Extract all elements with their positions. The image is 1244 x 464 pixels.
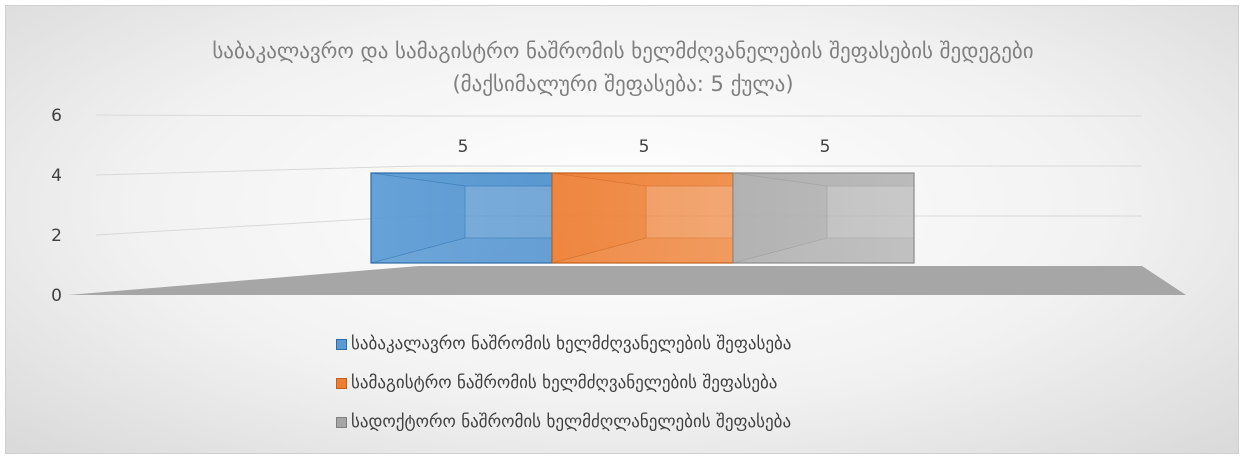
legend-item-bachelor: საბაკალავრო ნაშრომის ხელმძღვანელების შეფ… (336, 328, 791, 360)
bar-1 (551, 172, 734, 264)
legend-item-master: სამაგისტრო ნაშრომის ხელმძღვანელების შეფა… (336, 367, 791, 399)
gridline-side (95, 114, 420, 117)
y-tick-label: 2 (51, 226, 62, 246)
data-label: 5 (820, 137, 831, 157)
y-tick-label: 0 (51, 286, 62, 306)
bar-0 (370, 172, 553, 264)
bar-2 (732, 172, 915, 264)
data-label: 5 (458, 137, 469, 157)
legend-label-master: სამაგისტრო ნაშრომის ხელმძღვანელების შეფა… (351, 373, 778, 393)
chart-container: საბაკალავრო და სამაგისტრო ნაშრომის ხელმძ… (5, 5, 1239, 454)
plot-floor (68, 266, 1186, 295)
legend-swatch-master (336, 377, 347, 389)
chart-plot: საბაკალავრო და სამაგისტრო ნაშრომის ხელმძ… (51, 39, 1186, 306)
legend-swatch-doctoral (336, 416, 347, 428)
legend-label-bachelor: საბაკალავრო ნაშრომის ხელმძღვანელების შეფ… (351, 334, 792, 354)
y-tick-label: 4 (51, 166, 62, 186)
legend-item-doctoral: სადოქტორო ნაშრომის ხელმძღლანელების შეფას… (336, 406, 791, 438)
gridline-side (95, 215, 420, 236)
legend: საბაკალავრო ნაშრომის ხელმძღვანელების შეფ… (336, 328, 791, 445)
legend-swatch-bachelor (336, 338, 347, 350)
y-tick-label: 6 (51, 106, 62, 126)
chart-title-line-2: (მაქსიმალური შეფასება: 5 ქულა) (452, 72, 793, 96)
legend-label-doctoral: სადოქტორო ნაშრომის ხელმძღლანელების შეფას… (351, 412, 792, 432)
data-label: 5 (639, 137, 650, 157)
gridline-side (95, 165, 420, 176)
chart-title-line-1: საბაკალავრო და სამაგისტრო ნაშრომის ხელმძ… (212, 39, 1033, 63)
